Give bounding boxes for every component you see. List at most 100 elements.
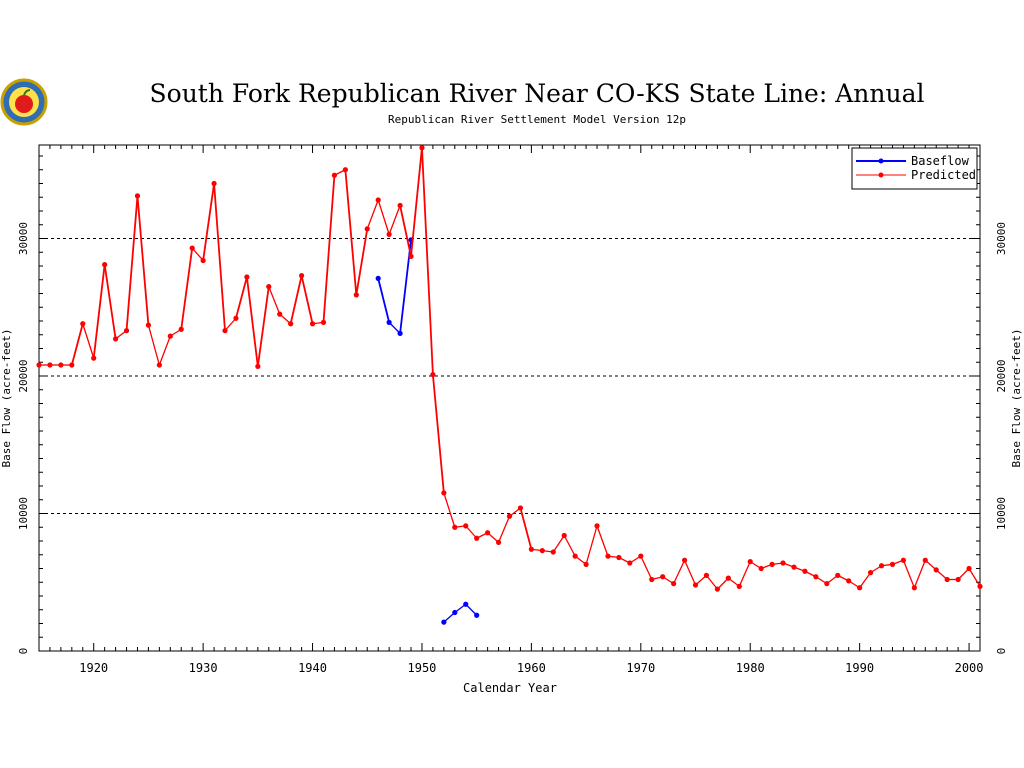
data-point (813, 574, 819, 580)
series-line-segment (235, 276, 248, 319)
data-point (102, 262, 108, 268)
data-point (922, 557, 928, 563)
data-point (846, 578, 852, 584)
data-point (178, 326, 184, 332)
data-point (867, 570, 874, 576)
y-tick-label-right: 0 (995, 648, 1008, 655)
data-point (386, 319, 392, 325)
data-point (692, 582, 699, 588)
x-tick-label: 1960 (517, 661, 546, 675)
series-line-segment (563, 535, 576, 557)
data-point (758, 565, 764, 572)
data-point (627, 560, 633, 566)
series-line-segment (147, 324, 160, 366)
series-line-segment (421, 147, 434, 375)
data-point (583, 561, 589, 567)
series-line-segment (322, 175, 336, 323)
data-point (222, 328, 228, 334)
data-point (528, 546, 534, 552)
series-line-segment (399, 239, 412, 334)
chart-title: South Fork Republican River Near CO-KS S… (150, 79, 925, 108)
y-tick-label-left: 20000 (17, 359, 30, 392)
data-point (47, 362, 53, 368)
data-point (747, 559, 753, 565)
x-tick-label: 1940 (298, 661, 327, 675)
series-line-segment (224, 317, 237, 332)
x-tick-label: 1970 (626, 661, 655, 675)
series-line-segment (497, 515, 511, 543)
y-tick-label-right: 30000 (995, 222, 1008, 255)
data-point (889, 561, 896, 567)
series-line-segment (552, 535, 565, 553)
data-point (638, 553, 644, 559)
data-point (594, 523, 600, 529)
legend-box (851, 147, 978, 190)
series-line-segment (968, 568, 981, 587)
data-point (123, 328, 130, 334)
data-point (550, 549, 556, 555)
series-line-segment (859, 572, 872, 589)
data-point (736, 583, 742, 589)
data-point (857, 585, 863, 591)
series-line-segment (82, 323, 95, 359)
data-point (331, 172, 338, 178)
data-point (878, 563, 885, 569)
data-point (955, 576, 961, 583)
data-point (495, 539, 502, 545)
data-point (911, 585, 917, 591)
series-line-segment (585, 525, 598, 565)
data-point (769, 561, 775, 567)
data-point (681, 557, 688, 563)
series-line-segment (355, 228, 369, 296)
data-point (299, 273, 305, 279)
data-point (933, 567, 939, 573)
data-point (452, 609, 458, 616)
data-point (156, 362, 162, 368)
data-point (474, 612, 480, 618)
series-line-segment (388, 205, 401, 235)
series-line-segment (432, 374, 445, 493)
data-point (397, 202, 403, 209)
data-point (386, 231, 392, 237)
data-point (266, 284, 272, 290)
series-line-segment (268, 286, 281, 315)
data-point (539, 548, 545, 554)
data-point (506, 513, 513, 519)
series-baseflow (375, 237, 480, 625)
y-tick-label-left: 30000 (17, 222, 30, 255)
data-point (791, 564, 797, 570)
data-point (977, 583, 983, 589)
y-tick-label-right: 10000 (995, 497, 1008, 530)
series-line-segment (519, 507, 533, 550)
data-point (375, 197, 381, 203)
chart-subtitle: Republican River Settlement Model Versio… (388, 113, 686, 126)
y-tick-label-right: 20000 (995, 359, 1008, 392)
series-line-segment (443, 492, 456, 528)
legend-baseflow-label: Baseflow (911, 154, 970, 168)
data-point (364, 226, 370, 232)
series-line-segment (377, 278, 391, 323)
x-tick-label: 1950 (408, 661, 437, 675)
series-line-segment (103, 264, 117, 340)
series-line-segment (596, 525, 609, 557)
data-point (430, 372, 436, 378)
series-line-segment (640, 555, 653, 580)
data-point (452, 524, 458, 530)
data-point (660, 574, 666, 580)
data-point (780, 560, 786, 566)
data-point (211, 180, 217, 187)
data-point (309, 321, 316, 327)
data-point (616, 554, 622, 561)
data-point (649, 576, 655, 583)
data-point (288, 321, 294, 327)
series-line-segment (683, 559, 697, 586)
data-point (58, 362, 64, 368)
data-point (342, 167, 348, 173)
data-point (277, 311, 283, 317)
data-point (966, 565, 972, 572)
series-line-segment (377, 199, 390, 235)
data-point (200, 257, 206, 264)
series-line-segment (256, 286, 270, 367)
series-line-segment (705, 574, 718, 590)
